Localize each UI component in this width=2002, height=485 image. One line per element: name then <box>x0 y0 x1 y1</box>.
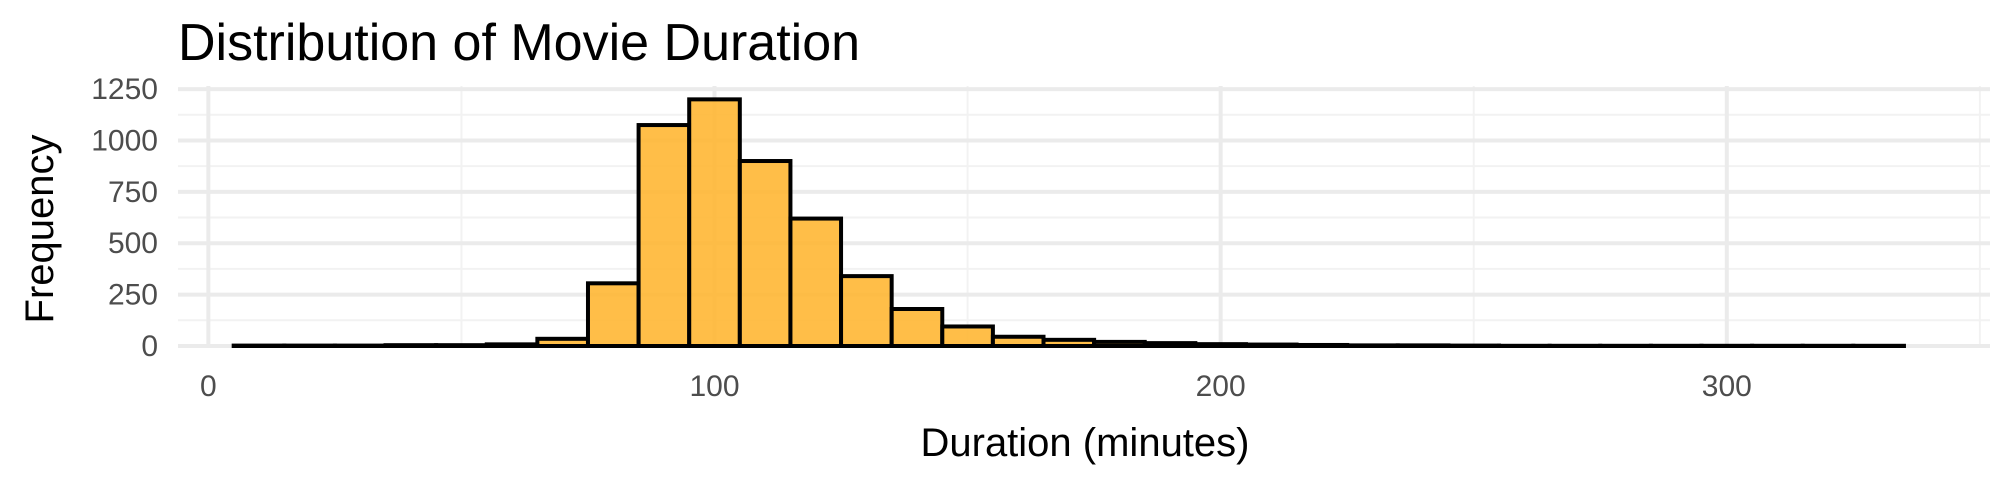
histogram-bar <box>535 336 590 349</box>
histogram-bar <box>1395 343 1451 348</box>
y-tick-label: 0 <box>141 330 158 363</box>
histogram-bar <box>737 159 793 348</box>
histogram-bar <box>1041 337 1097 348</box>
histogram-bar <box>585 281 641 349</box>
x-axis-title: Duration (minutes) <box>920 421 1249 465</box>
histogram-bar <box>636 123 692 349</box>
histogram-bar <box>940 324 995 348</box>
histogram-bar <box>1243 342 1299 349</box>
histogram-bar <box>1142 341 1198 348</box>
histogram-bar <box>484 342 540 349</box>
x-tick-label: 0 <box>200 370 217 403</box>
histogram-bar <box>839 274 894 349</box>
x-tick-label: 100 <box>689 370 739 403</box>
x-tick-label: 300 <box>1702 370 1752 403</box>
y-axis-ticks: 0 250 500 750 1000 1250 <box>91 73 158 363</box>
y-tick-label: 250 <box>108 279 158 312</box>
histogram-bar <box>990 334 1046 348</box>
histogram-bar <box>1294 342 1350 348</box>
histogram-bar <box>1345 343 1400 348</box>
histogram-bar <box>383 343 439 348</box>
chart-title: Distribution of Movie Duration <box>178 14 860 72</box>
histogram-bar <box>788 216 844 348</box>
bars <box>231 97 1906 349</box>
histogram-bar <box>1193 342 1248 349</box>
histogram-bar <box>1092 339 1147 348</box>
y-axis-title: Frequency <box>18 135 62 324</box>
y-tick-label: 500 <box>108 227 158 260</box>
x-axis-ticks: 0 100 200 300 <box>200 370 1752 403</box>
y-tick-label: 750 <box>108 176 158 209</box>
histogram-bar <box>434 343 489 348</box>
y-tick-label: 1250 <box>91 73 158 106</box>
x-tick-label: 200 <box>1196 370 1246 403</box>
histogram-bar <box>889 307 945 349</box>
histogram-bar <box>687 97 742 348</box>
y-tick-label: 1000 <box>91 124 158 157</box>
grid <box>178 86 1990 348</box>
